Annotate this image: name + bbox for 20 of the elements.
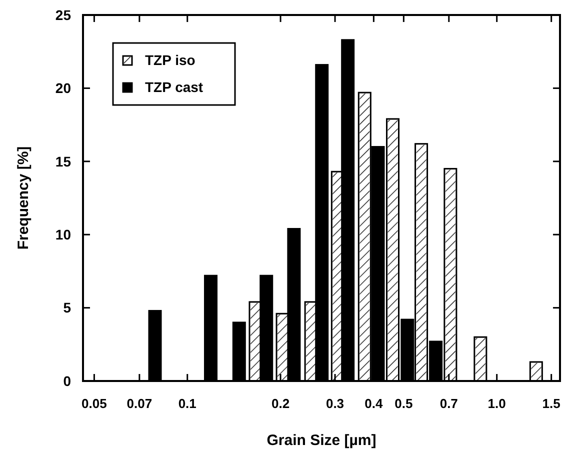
y-axis-title: Frequency [%] (15, 146, 32, 250)
legend-label: TZP cast (145, 79, 204, 95)
y-tick-label: 25 (55, 6, 72, 23)
legend-label: TZP iso (145, 52, 196, 68)
x-tick-label: 0.4 (364, 396, 384, 411)
y-tick-label: 10 (55, 226, 72, 242)
x-tick-label: 1.0 (488, 396, 506, 411)
y-tick-label: 20 (55, 80, 72, 96)
y-tick-label: 0 (63, 372, 72, 389)
x-tick-label: 0.3 (326, 396, 344, 411)
x-tick-label: 0.1 (178, 396, 196, 411)
x-axis-title: Grain Size [µm] (266, 432, 376, 449)
x-tick-label: 0.07 (126, 396, 152, 411)
y-tick-label: 15 (55, 153, 72, 170)
y-tick-label: 5 (63, 300, 72, 316)
x-tick-label: 0.5 (394, 396, 413, 411)
x-tick-label: 0.7 (440, 396, 458, 411)
x-tick-label: 0.2 (271, 396, 290, 411)
x-tick-label: 0.05 (82, 396, 107, 411)
x-tick-label: 1.5 (542, 396, 560, 411)
